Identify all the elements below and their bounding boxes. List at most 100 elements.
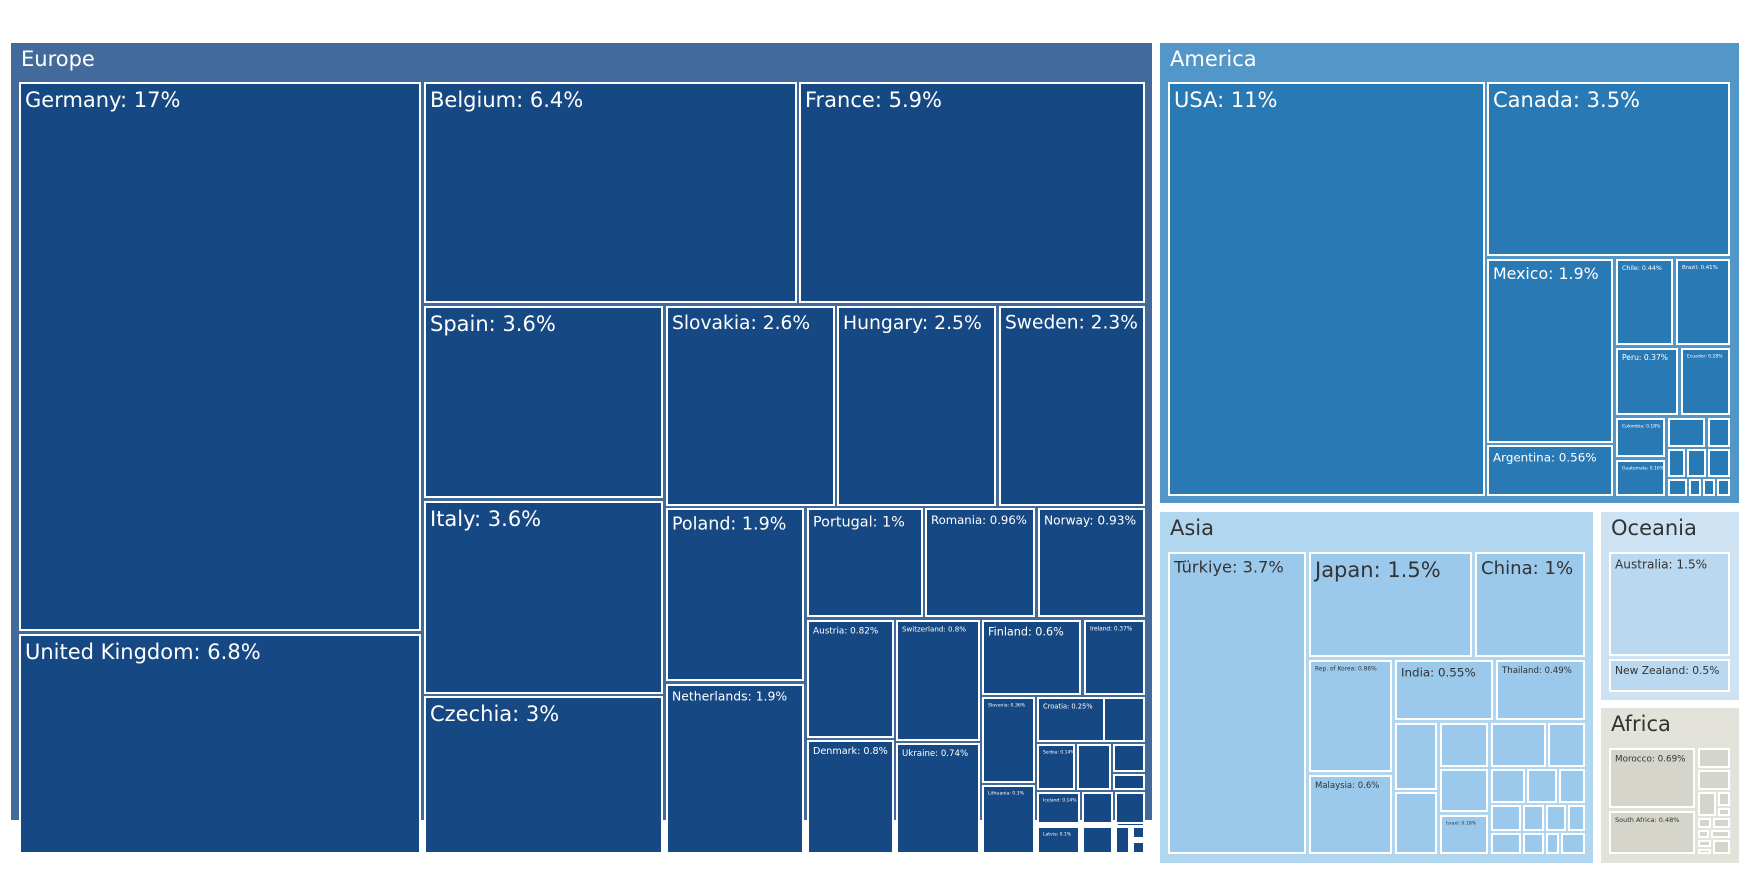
tile-label-iceland: Iceland: 0.14% [1043,797,1077,803]
tile-label-ecuador: Ecuador: 0.28% [1687,353,1723,359]
tile-asia-small-14 [1491,833,1521,854]
tile-romania [925,508,1035,617]
tile-label-guatemala: Guatemala: 0.16% [1622,465,1665,471]
tile-rep-of-korea [1309,660,1392,772]
tile-africa-small-2 [1698,770,1730,790]
tile-america-small-10 [1668,418,1705,447]
tile-america-small-7 [1689,479,1701,496]
tile-norway [1038,508,1145,617]
tile-label-switzerland: Switzerland: 0.8% [902,625,966,634]
tile-asia-small-10 [1491,805,1521,831]
tile-label-peru: Peru: 0.37% [1622,353,1668,362]
tile-america-small-9 [1717,479,1730,496]
tile-label-canada: Canada: 3.5% [1493,88,1640,112]
tile-label-romania: Romania: 0.96% [931,513,1027,527]
tile-europe-small-6 [1115,792,1145,824]
tile-czechia [424,696,663,854]
tile-colombia [1616,418,1665,457]
tile-label-czechia: Czechia: 3% [430,702,559,726]
tile-label-spain: Spain: 3.6% [430,312,556,336]
tile-thailand [1496,660,1585,720]
tile-label-lithuania: Lithuania: 0.3% [988,790,1025,796]
tile-ecuador [1681,348,1730,415]
tile-croatia [1037,697,1105,742]
region-label-oceania: Oceania [1611,516,1697,540]
tile-africa-small-10 [1698,840,1711,847]
tile-africa-small-1 [1698,748,1730,768]
tile-asia-small-17 [1561,833,1585,854]
tile-label-slovakia: Slovakia: 2.6% [672,313,810,334]
tile-asia-small-16 [1546,833,1559,854]
tile-india [1395,660,1493,720]
tile-asia-small-1 [1395,723,1437,790]
tile-south-africa [1609,811,1695,854]
region-label-africa: Africa [1611,712,1671,736]
tile-australia [1609,552,1730,656]
tile-africa-small-12 [1698,849,1711,854]
tile-poland [666,508,804,681]
tile-united-kingdom [19,634,421,854]
tile-asia-small-5 [1491,723,1546,767]
tile-label-ireland: Ireland: 0.37% [1090,627,1133,633]
tile-ireland [1084,620,1145,695]
tile-label-usa: USA: 11% [1174,88,1278,112]
tile-africa-small-9 [1711,830,1730,838]
tile-africa-small-5 [1718,808,1730,816]
tile-africa-small-8 [1698,830,1709,838]
tile-label-united-kingdom: United Kingdom: 6.8% [25,640,261,664]
tile-label-france: France: 5.9% [805,88,942,112]
tile-label-chile: Chile: 0.44% [1622,265,1662,272]
region-label-america: America [1170,47,1257,71]
tile-asia-small-4 [1395,792,1437,854]
tile-label-argentina: Argentina: 0.56% [1493,450,1597,464]
tile-asia-small-3 [1440,769,1488,812]
region-label-asia: Asia [1170,516,1214,540]
tile-label-norway: Norway: 0.93% [1044,514,1136,528]
tile-asia-small-7 [1491,769,1525,803]
tile-label-brazil: Brazil: 0.41% [1682,265,1718,271]
tile-label-rep-of-korea: Rep. of Korea: 0.86% [1315,667,1377,673]
tile-asia-small-6 [1548,723,1585,767]
tile-label-new-zealand: New Zealand: 0.5% [1615,664,1719,677]
tile-label-japan: Japan: 1.5% [1313,558,1441,582]
tile-israel [1440,815,1488,854]
tile-netherlands [666,684,804,854]
tile-africa-small-3 [1698,792,1716,816]
tile-new-zealand [1609,659,1730,692]
tile-label-south-africa: South Africa: 0.48% [1615,816,1679,824]
tile-slovenia [982,697,1035,783]
tile-label-austria: Austria: 0.82% [813,626,878,636]
tile-lithuania [982,785,1035,854]
tile-america-small-2 [1708,418,1730,447]
tile-label-morocco: Morocco: 0.69% [1615,754,1686,764]
tile-austria [807,620,894,738]
tile-america-small-5 [1708,449,1730,477]
tile-denmark [807,740,894,854]
tile-asia-small-15 [1523,833,1544,854]
tile-asia-small-12 [1546,805,1566,831]
tile-canada [1487,82,1730,256]
tile-label-ukraine: Ukraine: 0.74% [902,749,968,759]
tile-morocco [1609,748,1695,808]
tile-africa-small-6 [1698,818,1711,828]
tile-europe-small-4 [1113,774,1145,790]
tile-africa-small-4 [1718,792,1730,806]
tile-label-sweden: Sweden: 2.3% [1005,313,1138,334]
tile-america-small-6 [1668,479,1687,496]
tile-america-small-4 [1687,449,1706,477]
tile-america-small-8 [1703,479,1715,496]
tile-argentina [1487,445,1613,496]
tile-asia-small-2 [1440,723,1488,767]
tile-italy [424,501,663,694]
tile-europe-small-5 [1082,792,1113,824]
tile-label-slovenia: Slovenia: 0.36% [988,702,1026,708]
tile-label-finland: Finland: 0.6% [988,626,1064,639]
tile-europe-small-2 [1077,744,1111,790]
tile-label-thailand: Thailand: 0.49% [1501,666,1572,676]
tile-label-malaysia: Malaysia: 0.6% [1315,781,1379,791]
tile-label-hungary: Hungary: 2.5% [843,313,982,334]
tile-europe-small-3 [1113,744,1145,772]
tile-turkiye [1168,552,1306,854]
tile-iceland [1037,792,1080,824]
